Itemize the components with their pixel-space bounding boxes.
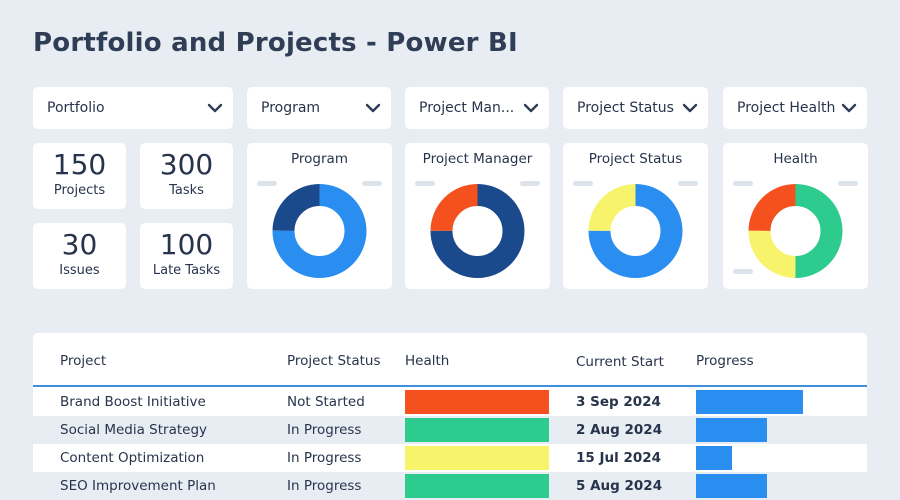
- cell-status: In Progress: [287, 478, 362, 494]
- label-placeholder: [733, 269, 753, 274]
- label-placeholder: [520, 181, 540, 186]
- page-title: Portfolio and Projects - Power BI: [33, 28, 518, 58]
- label-placeholder: [415, 181, 435, 186]
- table-row[interactable]: Content Optimization In Progress 15 Jul …: [33, 444, 867, 472]
- donut-chart: [257, 181, 382, 278]
- chevron-down-icon: [682, 103, 698, 113]
- progress-bar: [696, 390, 803, 414]
- label-placeholder: [573, 181, 593, 186]
- column-header-status[interactable]: Project Status: [287, 353, 381, 369]
- table-row[interactable]: Social Media Strategy In Progress 2 Aug …: [33, 416, 867, 444]
- donut-card-project-status[interactable]: Project Status: [563, 143, 708, 289]
- health-indicator: [405, 418, 549, 442]
- donut-segment[interactable]: [748, 184, 843, 278]
- cell-start: 3 Sep 2024: [576, 394, 661, 410]
- kpi-label: Tasks: [169, 183, 204, 198]
- header-divider: [33, 385, 867, 387]
- label-placeholder: [733, 181, 753, 186]
- filter-label: Program: [261, 100, 321, 116]
- chevron-down-icon: [841, 103, 857, 113]
- filter-label: Project Status: [577, 100, 674, 116]
- donut-title: Program: [291, 151, 348, 167]
- kpi-projects: 150 Projects: [33, 143, 126, 209]
- donut-segment[interactable]: [748, 184, 843, 278]
- donut-title: Project Status: [588, 151, 683, 167]
- health-indicator: [405, 474, 549, 498]
- donut-segment[interactable]: [272, 184, 367, 278]
- filter-portfolio[interactable]: Portfolio: [33, 87, 233, 129]
- kpi-tasks: 300 Tasks: [140, 143, 233, 209]
- progress-bar: [696, 474, 767, 498]
- table-row[interactable]: SEO Improvement Plan In Progress 5 Aug 2…: [33, 472, 867, 500]
- kpi-label: Late Tasks: [152, 263, 221, 278]
- donut-segment[interactable]: [588, 184, 683, 278]
- donut-title: Health: [773, 151, 818, 167]
- cell-start: 2 Aug 2024: [576, 422, 663, 438]
- chevron-down-icon: [207, 103, 223, 113]
- cell-status: In Progress: [287, 422, 362, 438]
- cell-project: Social Media Strategy: [60, 422, 207, 438]
- kpi-value: 300: [159, 148, 214, 181]
- kpi-label: Issues: [59, 263, 100, 278]
- progress-bar: [696, 446, 732, 470]
- health-indicator: [405, 446, 549, 470]
- label-placeholder: [362, 181, 382, 186]
- column-header-health[interactable]: Health: [405, 353, 450, 369]
- table-row[interactable]: Brand Boost Initiative Not Started 3 Sep…: [33, 388, 867, 416]
- cell-start: 5 Aug 2024: [576, 478, 663, 494]
- column-header-start[interactable]: Current Start: [576, 354, 664, 370]
- donut-chart: [415, 181, 540, 278]
- column-header-progress[interactable]: Progress: [696, 353, 754, 369]
- donut-card-health[interactable]: Health: [723, 143, 868, 289]
- kpi-value: 30: [61, 228, 98, 261]
- kpi-value: 100: [159, 228, 214, 261]
- filter-project-manager[interactable]: Project Man...: [405, 87, 549, 129]
- label-placeholder: [678, 181, 698, 186]
- cell-project: SEO Improvement Plan: [60, 478, 216, 494]
- filter-label: Project Health: [737, 100, 836, 116]
- label-placeholder: [838, 181, 858, 186]
- cell-project: Content Optimization: [60, 450, 205, 466]
- donut-segment[interactable]: [430, 184, 525, 278]
- donut-title: Project Manager: [422, 151, 533, 167]
- health-indicator: [405, 390, 549, 414]
- chevron-down-icon: [365, 103, 381, 113]
- kpi-late-tasks: 100 Late Tasks: [140, 223, 233, 289]
- donut-chart: [733, 181, 858, 278]
- projects-table: Project Project Status Health Current St…: [33, 333, 867, 500]
- filter-project-status[interactable]: Project Status: [563, 87, 708, 129]
- kpi-value: 150: [52, 148, 107, 181]
- filter-project-health[interactable]: Project Health: [723, 87, 867, 129]
- label-placeholder: [257, 181, 277, 186]
- kpi-issues: 30 Issues: [33, 223, 126, 289]
- donut-card-program[interactable]: Program: [247, 143, 392, 289]
- cell-status: In Progress: [287, 450, 362, 466]
- kpi-label: Projects: [53, 183, 106, 198]
- donut-card-project-manager[interactable]: Project Manager: [405, 143, 550, 289]
- donut-chart: [573, 181, 698, 278]
- chevron-down-icon: [523, 103, 539, 113]
- column-header-project[interactable]: Project: [60, 353, 107, 369]
- filter-program[interactable]: Program: [247, 87, 391, 129]
- cell-project: Brand Boost Initiative: [60, 394, 206, 410]
- cell-start: 15 Jul 2024: [576, 450, 662, 466]
- cell-status: Not Started: [287, 394, 365, 410]
- progress-bar: [696, 418, 767, 442]
- filter-label: Project Man...: [419, 100, 515, 116]
- filter-label: Portfolio: [47, 100, 105, 116]
